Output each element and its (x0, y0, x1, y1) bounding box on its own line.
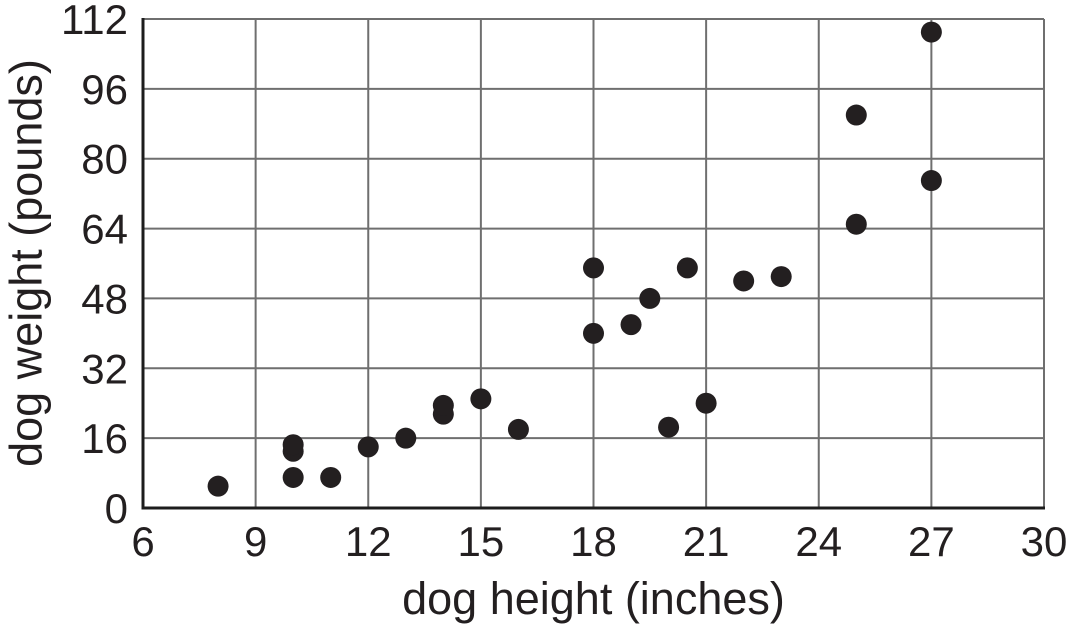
x-tick-label: 24 (795, 518, 842, 565)
data-point (583, 322, 604, 344)
data-point (282, 434, 304, 456)
y-tick-label: 96 (81, 66, 128, 113)
x-tick-label: 6 (131, 518, 154, 565)
data-point (920, 170, 942, 192)
y-tick-label: 112 (61, 0, 128, 43)
data-point (395, 427, 417, 449)
data-point (770, 266, 792, 288)
data-point (282, 466, 304, 488)
data-point (695, 392, 717, 414)
data-point (357, 436, 379, 458)
data-point (658, 416, 680, 438)
y-tick-label: 64 (81, 206, 128, 253)
data-point (845, 104, 867, 126)
data-point (207, 475, 229, 497)
x-tick-label: 15 (458, 518, 505, 565)
x-tick-label: 21 (683, 518, 730, 565)
x-tick-label: 12 (345, 518, 392, 565)
y-tick-label: 0 (105, 485, 128, 532)
x-tick-label: 9 (244, 518, 267, 565)
data-point (320, 466, 342, 488)
x-axis-title: dog height (inches) (402, 573, 785, 624)
x-tick-label: 27 (908, 518, 955, 565)
data-point (432, 394, 454, 416)
data-point (583, 257, 604, 279)
y-tick-label: 48 (81, 275, 128, 322)
x-tick-label: 30 (1021, 518, 1068, 565)
data-point (845, 213, 867, 235)
data-point (639, 287, 661, 309)
data-point (676, 257, 698, 279)
x-tick-label: 18 (570, 518, 617, 565)
y-tick-label: 80 (81, 136, 128, 183)
data-point (507, 418, 529, 440)
data-point (470, 388, 492, 410)
data-point (733, 270, 755, 292)
y-tick-label: 16 (81, 415, 128, 462)
data-point (920, 21, 942, 43)
data-point (620, 314, 642, 336)
y-tick-label: 32 (81, 345, 128, 392)
y-axis-title: dog weight (pounds) (0, 59, 52, 467)
